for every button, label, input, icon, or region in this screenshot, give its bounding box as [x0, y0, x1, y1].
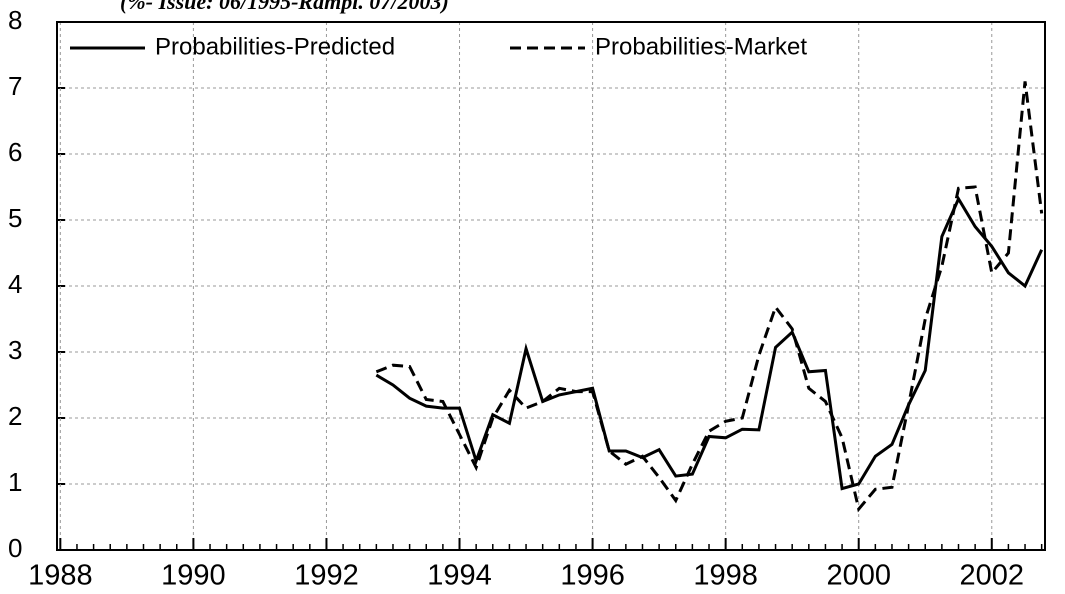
y-tick-label: 6	[8, 137, 22, 167]
x-tick-label: 1996	[560, 560, 625, 592]
x-tick-label: 1990	[161, 560, 226, 592]
y-tick-label: 1	[8, 467, 22, 497]
legend-label: Probabilities-Predicted	[155, 33, 395, 60]
plot-frame	[56, 21, 1046, 551]
series-line	[375, 195, 1044, 491]
series-line	[375, 81, 1044, 513]
x-tick-label: 1992	[294, 560, 359, 592]
x-tick-label: 2000	[826, 560, 891, 592]
x-tick-label: 1988	[28, 560, 93, 592]
y-tick-label: 7	[8, 71, 22, 101]
x-tick-label: 2002	[960, 560, 1025, 592]
y-tick-label: 4	[8, 269, 22, 299]
chart-subtitle: (%- Issue: 06/1995-Rampl. 07/2003)	[120, 0, 449, 14]
y-tick-label: 3	[8, 335, 22, 365]
x-tick-label: 1994	[427, 560, 492, 592]
y-tick-label: 2	[8, 401, 22, 431]
y-tick-label: 8	[8, 5, 22, 35]
y-tick-label: 5	[8, 203, 22, 233]
legend-label: Probabilities-Market	[595, 33, 807, 60]
x-tick-label: 1998	[693, 560, 758, 592]
y-tick-label: 0	[8, 533, 22, 563]
